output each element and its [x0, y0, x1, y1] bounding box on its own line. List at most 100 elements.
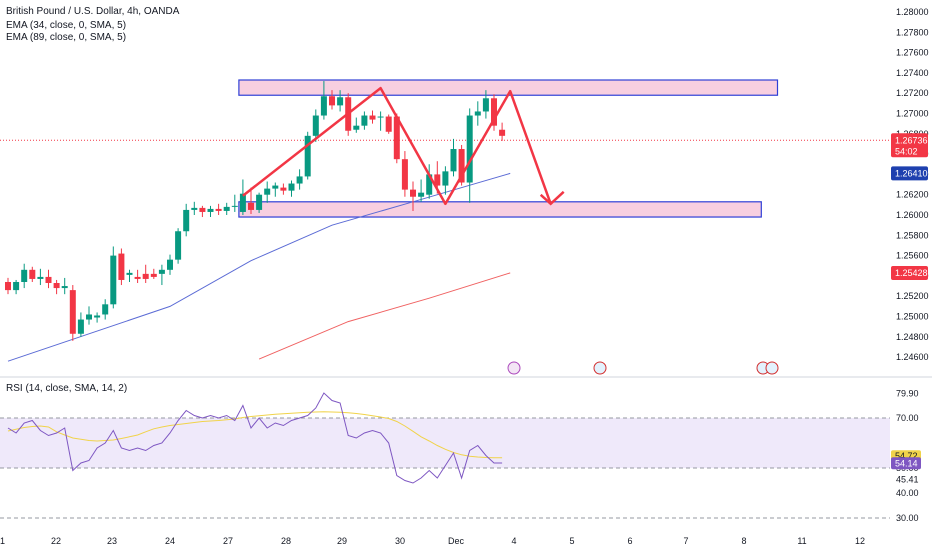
price-tick-label: 1.25800 — [896, 230, 929, 240]
ema89-price-label: 1.25428 — [895, 268, 928, 278]
candle-body — [126, 272, 133, 275]
rsi-value-label: 54.72 — [895, 451, 918, 461]
candle-body — [158, 269, 165, 274]
symbol-title: British Pound / U.S. Dollar, 4h, OANDA — [6, 6, 180, 17]
candle — [442, 166, 449, 195]
candle-body — [183, 209, 190, 232]
zone-1 — [238, 201, 762, 218]
candle — [21, 263, 28, 289]
candle-body — [45, 276, 52, 284]
time-tick-label: 5 — [569, 536, 574, 546]
candle-body — [134, 276, 141, 279]
rsi-line — [7, 392, 503, 484]
candle-body — [142, 273, 149, 279]
time-tick-label: 30 — [395, 536, 405, 546]
candle — [191, 201, 198, 215]
candle-body — [167, 259, 173, 270]
price-tick-label: 1.25000 — [896, 312, 929, 322]
candle-body — [215, 208, 222, 211]
candle-body — [191, 207, 198, 210]
time-tick-label: 27 — [223, 536, 233, 546]
time-tick-label: 22 — [51, 536, 61, 546]
candle-body — [264, 188, 271, 195]
candle-body — [207, 208, 214, 212]
candle — [312, 109, 319, 142]
candle-body — [410, 189, 416, 197]
candle-body — [223, 206, 230, 211]
time-tick-label: 4 — [511, 536, 516, 546]
pattern-path — [242, 86, 552, 206]
flag-icon — [765, 361, 779, 375]
candle-body — [393, 116, 400, 160]
rsi-tick-label: 30.00 — [896, 513, 919, 523]
candle — [256, 192, 263, 213]
candle — [175, 228, 182, 264]
candle — [450, 138, 457, 177]
rsi-ma-value-label: 54.14 — [895, 458, 918, 468]
candle-body — [175, 231, 182, 260]
time-tick-label: 11 — [797, 536, 806, 546]
candle — [29, 266, 36, 282]
candle-body — [426, 174, 433, 195]
candle — [53, 279, 60, 295]
price-tick-label: 1.24800 — [896, 332, 929, 342]
candle — [369, 110, 376, 124]
price-tick-label: 1.27600 — [896, 48, 929, 58]
candle — [69, 285, 76, 341]
candle — [458, 144, 465, 186]
price-tick-label: 1.27000 — [896, 109, 929, 119]
price-tick-label: 1.25600 — [896, 251, 929, 261]
candle — [134, 269, 141, 284]
candle — [466, 108, 473, 203]
candle — [385, 114, 392, 134]
candle — [248, 187, 254, 214]
candle — [77, 312, 84, 337]
candle — [37, 268, 44, 286]
candle-body — [53, 283, 60, 289]
candle-body — [231, 205, 238, 207]
rsi-legend: RSI (14, close, SMA, 14, 2) — [6, 383, 128, 394]
price-tick-label: 1.27400 — [896, 68, 929, 78]
time-tick-label: 29 — [337, 536, 347, 546]
candle-body — [304, 135, 311, 177]
candle-body — [102, 304, 109, 315]
candle — [288, 180, 295, 197]
candle-body — [280, 187, 287, 191]
rsi-ma-line — [7, 411, 503, 459]
candle — [353, 117, 360, 133]
candle — [361, 111, 368, 130]
candle — [393, 113, 400, 164]
candle-body — [458, 149, 465, 183]
current-price-label-countdown: 54:02 — [895, 146, 918, 156]
price-tick-label: 1.26000 — [896, 210, 929, 220]
time-tick-label: 7 — [683, 536, 688, 546]
candle — [426, 164, 433, 199]
candle — [94, 312, 101, 323]
candle — [199, 205, 206, 218]
candle — [215, 203, 222, 215]
candle — [482, 90, 489, 119]
candle — [337, 90, 344, 112]
time-tick-label: Dec — [448, 536, 465, 546]
candle-body — [353, 125, 360, 130]
current-price-label-bg — [891, 133, 928, 158]
candle — [158, 264, 165, 286]
candle — [329, 90, 335, 110]
candle-body — [150, 273, 157, 277]
candle — [296, 169, 303, 190]
candle — [410, 181, 416, 211]
candle-body — [320, 96, 327, 116]
candle-body — [288, 183, 295, 191]
candle — [474, 101, 481, 126]
candle — [418, 179, 425, 202]
candle — [167, 254, 173, 275]
candle — [264, 181, 271, 203]
candle-body — [118, 253, 125, 280]
current-price-label: 1.26736 — [895, 135, 928, 145]
candle — [126, 269, 133, 282]
candle-body — [491, 98, 497, 126]
candle-body — [256, 194, 263, 210]
candle — [5, 277, 11, 295]
candle — [110, 246, 117, 309]
